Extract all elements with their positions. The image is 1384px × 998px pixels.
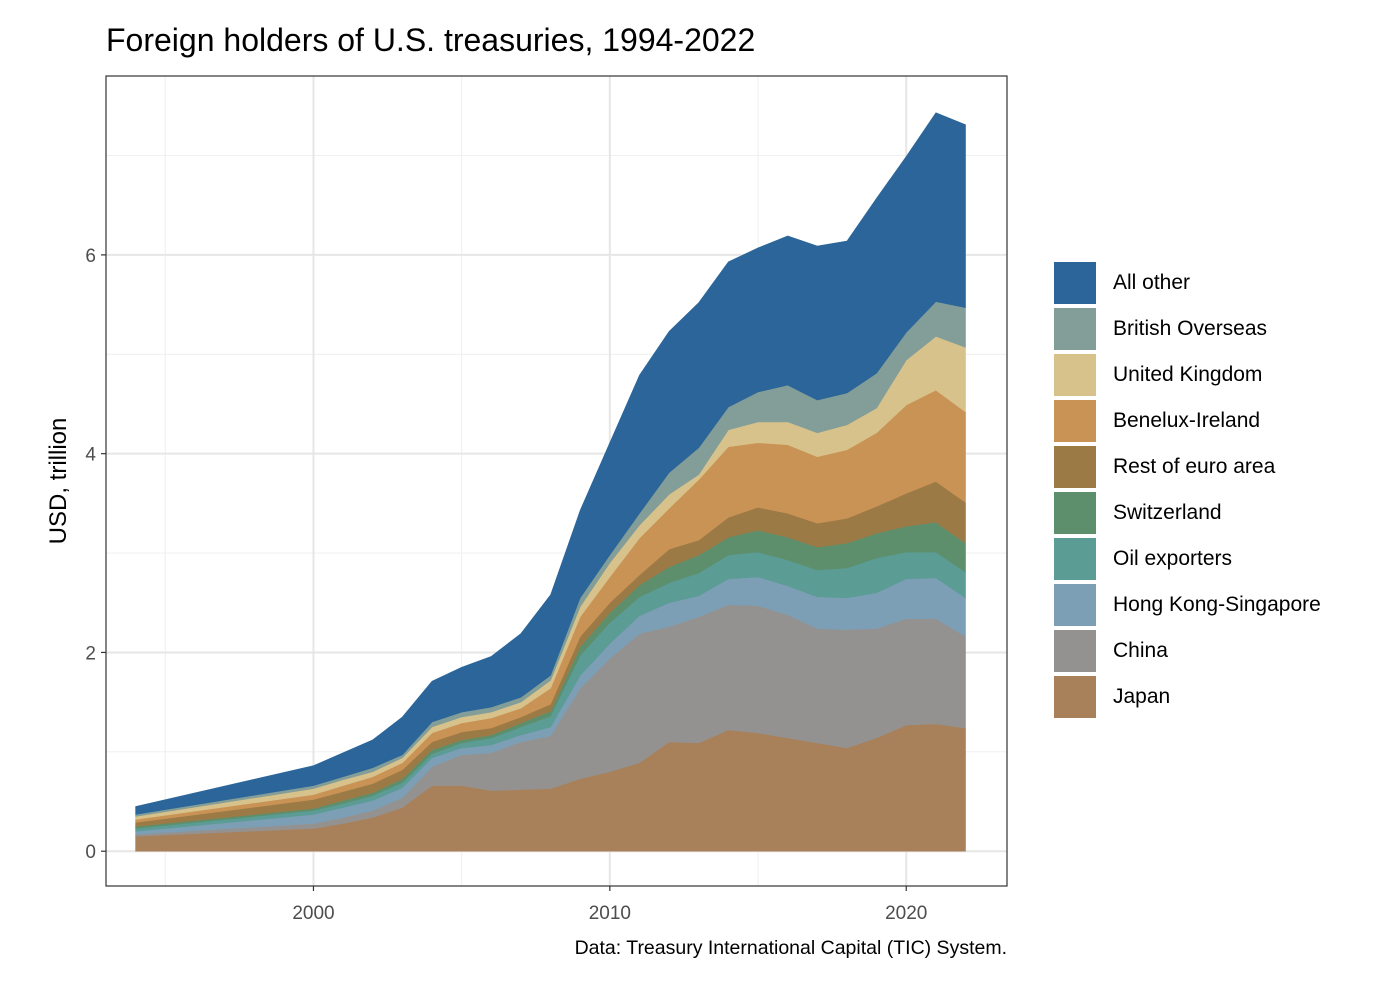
legend-label: United Kingdom [1113,363,1263,386]
stacked-areas [135,112,966,852]
legend-item: Switzerland [1054,490,1321,536]
legend-item: British Overseas [1054,306,1321,352]
legend-key-rest-of-euro-area [1054,446,1096,488]
chart-title: Foreign holders of U.S. treasuries, 1994… [106,22,756,58]
source-caption: Data: Treasury International Capital (TI… [575,937,1007,959]
legend-key-british-overseas [1054,308,1096,350]
legend-label: All other [1113,271,1191,294]
legend-key-oil-exporters [1054,538,1096,580]
legend-key-all-other [1054,262,1096,304]
legend-key-benelux-ireland [1054,400,1096,442]
x-tick-label: 2000 [292,903,334,924]
x-tick-label: 2020 [885,903,927,924]
legend-label: Rest of euro area [1113,455,1276,478]
y-tick-label: 0 [85,842,96,863]
legend-item: Hong Kong-Singapore [1054,582,1321,628]
legend-label: Switzerland [1113,501,1222,524]
legend-key-china [1054,630,1096,672]
legend-label: British Overseas [1113,317,1268,340]
legend-label: Benelux-Ireland [1113,409,1261,432]
legend: All other British Overseas United Kingdo… [1054,260,1321,720]
legend-key-japan [1054,676,1096,718]
legend-item: Oil exporters [1054,536,1321,582]
y-tick-label: 2 [85,643,96,664]
legend-label: Japan [1113,685,1171,708]
legend-key-united-kingdom [1054,354,1096,396]
legend-item: All other [1054,260,1321,306]
legend-item: Benelux-Ireland [1054,398,1321,444]
legend-item: China [1054,628,1321,674]
plot-frame [105,75,1008,887]
legend-key-switzerland [1054,492,1096,534]
y-tick-label: 4 [85,445,96,466]
legend-label: Hong Kong-Singapore [1113,593,1321,616]
y-tick-label: 6 [85,246,96,267]
y-axis-title: USD, trillion [45,418,72,545]
axes: 0 2 4 6 2000 2010 2020 [85,246,927,924]
legend-item: United Kingdom [1054,352,1321,398]
legend-label: China [1113,639,1168,662]
legend-item: Rest of euro area [1054,444,1321,490]
legend-key-hong-kong-singapore [1054,584,1096,626]
x-tick-label: 2010 [589,903,631,924]
area-series-all-other [135,112,966,815]
legend-label: Oil exporters [1113,547,1233,570]
legend-item: Japan [1054,674,1321,720]
